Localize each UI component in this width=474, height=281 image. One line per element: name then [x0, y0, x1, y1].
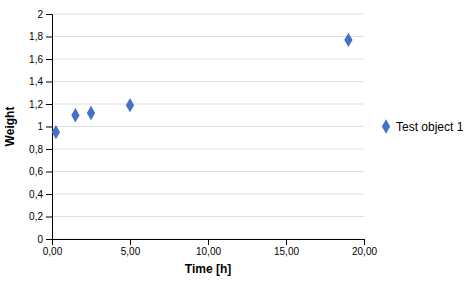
tick-mark [46, 172, 52, 173]
tick-label: 2 [37, 9, 43, 20]
tick-mark [130, 239, 131, 245]
tick-label: 1,6 [29, 54, 43, 65]
x-axis-title: Time [h] [185, 262, 231, 276]
tick-label: 15,00 [274, 246, 299, 257]
tick: 0,8 [29, 144, 52, 155]
legend-swatch [382, 119, 390, 133]
tick: 5,00 [121, 239, 141, 257]
points [52, 33, 353, 140]
grid-line [52, 14, 364, 15]
axis-line [46, 15, 53, 240]
x-axis: 0,00 5,00 10,00 15,00 20,00 [43, 239, 378, 257]
grid-line [52, 126, 364, 127]
tick: 20,00 [352, 239, 377, 257]
grid-line [52, 171, 364, 172]
point [87, 106, 95, 120]
tick-label: 1,8 [29, 31, 43, 42]
tick-mark [46, 104, 52, 105]
tick-label: 1,2 [29, 99, 43, 110]
grid-line [52, 81, 364, 82]
tick-mark [46, 37, 52, 38]
tick-label: 1,4 [29, 76, 43, 87]
tick-label: 0 [37, 234, 43, 245]
tick-label: 0,2 [29, 211, 43, 222]
tick-mark [286, 239, 287, 245]
grid-line [52, 194, 364, 195]
point [71, 108, 79, 122]
tick-mark [364, 239, 365, 245]
tick: 1,8 [29, 31, 52, 42]
point [52, 125, 60, 139]
tick-mark [46, 217, 52, 218]
tick: 0,00 [43, 239, 63, 257]
tick-label: 0,6 [29, 166, 43, 177]
tick-mark [46, 127, 52, 128]
y-axis: 0 0,2 0,4 0,6 0,8 1 1,2 1,4 1,6 1,8 2 [29, 9, 52, 245]
legend-label: Test object 1 [396, 120, 464, 134]
grid-line [52, 149, 364, 150]
tick-label: 0,4 [29, 189, 43, 200]
point [126, 98, 134, 112]
tick-label: 0,8 [29, 144, 43, 155]
tick-mark [46, 239, 52, 240]
tick: 0,4 [29, 189, 52, 200]
grid-line [52, 36, 364, 37]
tick-label: 1 [37, 121, 43, 132]
tick: 1 [37, 121, 52, 132]
tick: 0 [37, 234, 52, 245]
legend: Test object 1 [382, 119, 464, 133]
tick-mark [46, 14, 52, 15]
tick: 10,00 [196, 239, 221, 257]
tick-mark [208, 239, 209, 245]
plot: 0,00 5,00 10,00 15,00 20,00 0 0,2 0,4 0,6 0,8 1 1,2… [29, 9, 377, 257]
y-axis-title: Weight [3, 107, 17, 147]
tick-mark [46, 82, 52, 83]
tick: 1,4 [29, 76, 52, 87]
tick: 1,2 [29, 99, 52, 110]
tick-mark [46, 59, 52, 60]
tick-mark [46, 149, 52, 150]
tick-mark [46, 194, 52, 195]
grid-line [52, 216, 364, 217]
axis-line [53, 240, 365, 246]
tick: 0,6 [29, 166, 52, 177]
tick: 2 [37, 9, 52, 20]
point [344, 33, 352, 47]
grid [52, 14, 364, 239]
tick-label: 20,00 [352, 246, 377, 257]
chart: 0,00 5,00 10,00 15,00 20,00 0 0,2 0,4 0,6 0,8 1 1,2… [0, 0, 474, 281]
tick-label: 10,00 [196, 246, 221, 257]
tick-label: 0,00 [43, 246, 63, 257]
tick: 15,00 [274, 239, 299, 257]
tick: 1,6 [29, 54, 52, 65]
tick: 0,2 [29, 211, 52, 222]
tick-label: 5,00 [121, 246, 141, 257]
grid-line [52, 104, 364, 105]
grid-line [52, 59, 364, 60]
